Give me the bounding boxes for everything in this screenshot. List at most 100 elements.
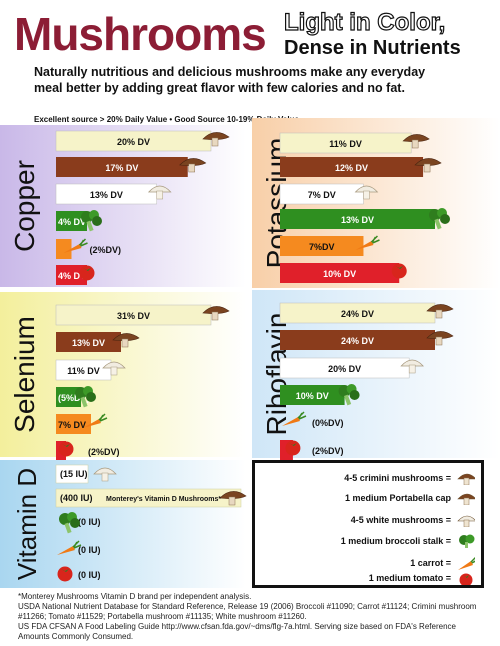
legend-note: Excellent source > 20% Daily Value • Goo…	[34, 115, 299, 124]
footnote-fda: US FDA CFSAN A Food Labeling Guide http:…	[18, 622, 456, 641]
portabella-icon	[112, 333, 140, 348]
bar-broccoli	[56, 387, 81, 407]
broccoli-icon	[81, 210, 102, 232]
bar-label: 24% DV	[341, 309, 374, 319]
bar-label: 7%DV	[309, 242, 335, 252]
bar-label: (0 IU)	[78, 517, 101, 527]
carrot-icon	[57, 540, 82, 555]
crimini-mushroom-icon	[402, 134, 430, 149]
broccoli-icon	[429, 208, 450, 230]
tomato-icon	[57, 566, 73, 582]
white-mushroom-icon	[354, 185, 379, 200]
bar-crimini-mushroom	[55, 130, 212, 152]
bar-label: 20% DV	[117, 137, 150, 147]
broccoli-icon	[75, 386, 96, 408]
bar-broccoli	[280, 385, 345, 405]
bar-label: 13% DV	[341, 215, 374, 225]
key-label: 1 medium Portabella cap	[344, 493, 451, 503]
carrot-icon	[83, 413, 108, 428]
panel-background	[0, 460, 246, 588]
crimini-mushroom-icon	[202, 306, 230, 321]
bar-label: 12% DV	[335, 163, 368, 173]
portabella-icon	[179, 158, 207, 173]
bar-white-mushroom	[55, 464, 89, 484]
bar-carrot	[56, 414, 91, 434]
white-mushroom-icon	[147, 185, 172, 200]
bar-label: 11% DV	[329, 139, 362, 149]
carrot-icon	[282, 411, 307, 426]
bar-label: 4% DV	[58, 217, 86, 227]
key-label: 4-5 white mushrooms =	[350, 515, 451, 525]
panel-title: Vitamin D	[12, 468, 42, 580]
page-title: Mushrooms	[14, 8, 267, 60]
portabella-icon	[414, 158, 442, 173]
bar-broccoli	[56, 211, 87, 231]
bar-label: 10% DV	[323, 269, 356, 279]
portabella-icon	[219, 491, 247, 506]
bar-label: 11% DV	[67, 366, 100, 376]
panel-background	[0, 125, 246, 287]
white-mushroom-icon	[93, 467, 117, 482]
bar-label: 13% DV	[90, 190, 123, 200]
footnote-usda: USDA National Nutrient Database for Stan…	[18, 602, 477, 621]
key-label: 1 medium broccoli stalk =	[340, 536, 451, 546]
white-mushroom-icon	[457, 515, 475, 527]
footnotes: *Monterey Mushrooms Vitamin D brand per …	[18, 592, 488, 642]
crimini-mushroom-icon	[202, 132, 230, 147]
bar-label: 20% DV	[328, 364, 361, 374]
key-label: 1 medium tomato =	[368, 573, 451, 583]
bar-label: 7% DV	[58, 420, 86, 430]
bar-label: (0%DV)	[312, 418, 344, 428]
bar-label: 4% DV	[58, 271, 86, 281]
broccoli-icon	[459, 534, 475, 548]
tomato-icon	[391, 263, 407, 279]
key-label: 1 carrot =	[410, 558, 451, 568]
bar-label: 13% DV	[72, 338, 105, 348]
bar-label: (15 IU)	[60, 469, 88, 479]
bar-crimini-mushroom	[55, 304, 212, 326]
bar-label: (5%DV)	[58, 393, 90, 403]
bar-label: 31% DV	[117, 311, 150, 321]
crimini-mushroom-icon	[426, 304, 454, 319]
panel-vitamin-d: Vitamin D (15 IU) (400 IU) Monterey's Vitam…	[0, 460, 247, 588]
bar-label: 10% DV	[296, 391, 329, 401]
key-label: 4-5 crimini mushrooms =	[344, 473, 451, 483]
bar-label: (2%DV)	[88, 447, 120, 457]
broccoli-icon	[59, 512, 80, 534]
tomato-icon	[459, 573, 473, 585]
broccoli-icon	[338, 384, 360, 406]
bar-tomato	[56, 265, 87, 285]
vitamin-d-brand-label: Monterey's Vitamin D Mushrooms*	[106, 496, 221, 503]
bar-portabella	[56, 332, 121, 352]
subtitle-line-2: Dense in Nutrients	[284, 37, 461, 59]
bar-broccoli	[280, 209, 435, 229]
bar-crimini-mushroom	[279, 132, 412, 154]
bar-carrot	[56, 239, 72, 259]
bar-crimini-mushroom	[279, 302, 436, 324]
portabella-icon	[457, 493, 475, 505]
bar-tomato	[280, 263, 400, 283]
panel-copper: Copper 20% DV 17% DV 13% DV 4% DV (2%DV) 4% DV	[0, 125, 246, 287]
tomato-icon	[58, 441, 74, 457]
bar-label: (0 IU)	[78, 570, 101, 580]
bar-label: (2%DV)	[90, 245, 122, 255]
serving-key: 4-5 crimini mushrooms = 1 medium Portabel…	[252, 460, 484, 588]
bar-label: 17% DV	[105, 163, 138, 173]
bar-portabella	[56, 157, 188, 177]
bar-portabella	[280, 157, 424, 177]
bar-label: (2%DV)	[312, 446, 344, 456]
footnote-vitamin-d: *Monterey Mushrooms Vitamin D brand per …	[18, 592, 252, 601]
bar-carrot	[280, 236, 364, 256]
bar-label: 24% DV	[341, 336, 374, 346]
intro-text: Naturally nutritious and delicious mushr…	[34, 65, 426, 95]
white-mushroom-icon	[102, 361, 126, 376]
tomato-icon	[79, 265, 95, 281]
carrot-icon	[63, 238, 88, 253]
bar-portabella	[280, 330, 435, 350]
carrot-icon	[458, 556, 475, 570]
white-mushroom-icon	[400, 359, 424, 374]
panel-title: Copper	[9, 160, 40, 252]
